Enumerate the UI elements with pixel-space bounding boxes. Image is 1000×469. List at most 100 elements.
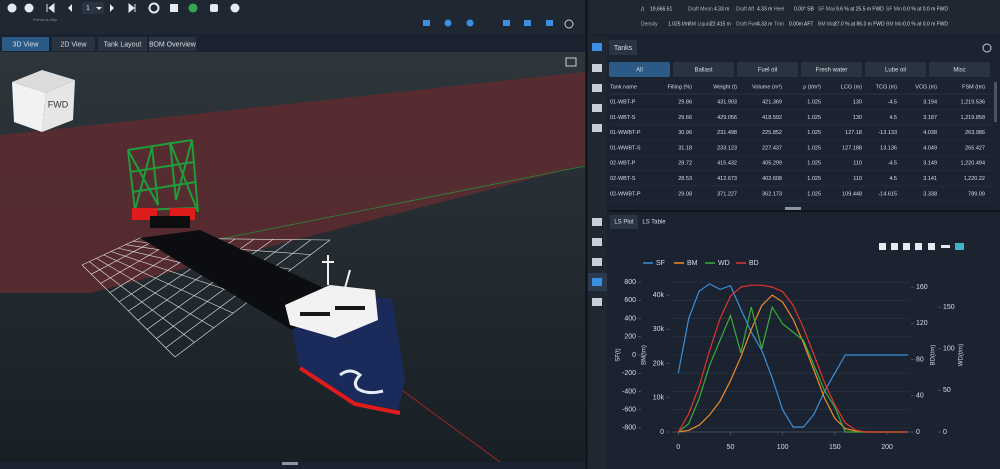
y-tick-label: 50: [943, 387, 951, 394]
first-button[interactable]: [46, 2, 55, 14]
status-button[interactable]: [188, 3, 198, 13]
tool[interactable]: [444, 19, 452, 27]
legend-label: SF: [656, 260, 665, 267]
filter-button[interactable]: [801, 62, 862, 77]
home-button[interactable]: [24, 3, 34, 13]
view-tab[interactable]: [149, 37, 196, 51]
tool[interactable]: [423, 20, 430, 26]
view-tools: [423, 19, 574, 29]
table-cell: 29.08: [678, 191, 692, 197]
y-tick-label: 100: [943, 346, 955, 353]
series-line: [677, 283, 908, 428]
tool[interactable]: [524, 20, 531, 26]
filter-label: All: [636, 68, 643, 74]
table-cell: 29.66: [678, 115, 692, 121]
settings-button[interactable]: [982, 43, 992, 53]
view-tabs: 3D View 2D View Tank Layout BDM Overview: [2, 37, 197, 51]
side-icon[interactable]: [592, 104, 602, 112]
tool[interactable]: [915, 243, 922, 250]
side-icon[interactable]: [592, 64, 602, 72]
table-cell: 227.437: [762, 145, 782, 151]
filter-button[interactable]: [929, 62, 990, 77]
table-cell: 1,220.22: [964, 176, 985, 182]
y-tick-label: -800: [622, 425, 636, 432]
last-button[interactable]: [128, 2, 136, 14]
view-tab-label: 2D View: [61, 41, 88, 48]
tool[interactable]: [564, 19, 574, 29]
user-button[interactable]: [210, 4, 218, 12]
tool[interactable]: [879, 243, 886, 250]
side-icon[interactable]: [592, 84, 602, 92]
table-cell: 1.025: [807, 145, 821, 151]
table-cell: 402.608: [762, 176, 782, 182]
side-icon[interactable]: [592, 124, 602, 132]
view-tab[interactable]: [52, 37, 95, 51]
tool[interactable]: [891, 243, 898, 250]
filter-button[interactable]: [865, 62, 926, 77]
table-cell: -13.133: [878, 130, 897, 136]
hull-logo: [339, 369, 384, 395]
status-value: 22.415 m: [710, 21, 731, 27]
tool[interactable]: [941, 245, 950, 248]
superstructure: [285, 285, 378, 338]
page-select[interactable]: [82, 2, 104, 14]
table-cell: 3.338: [923, 191, 937, 197]
page-number: 1: [86, 5, 90, 12]
resize-handle[interactable]: [785, 207, 801, 210]
column-header: TCG (m): [876, 84, 898, 90]
status-label: BM Max: [818, 21, 837, 27]
view-tab[interactable]: [2, 37, 49, 51]
add-button[interactable]: [230, 3, 240, 13]
table-cell: 3.141: [923, 176, 937, 182]
tool[interactable]: [903, 243, 910, 250]
tool[interactable]: [928, 243, 935, 250]
side-icon[interactable]: [592, 278, 602, 286]
side-icon[interactable]: [592, 258, 602, 266]
side-icon[interactable]: [592, 298, 602, 306]
side-icon[interactable]: [592, 218, 602, 226]
tool[interactable]: [466, 19, 474, 27]
crane-base: [150, 216, 190, 228]
record-button[interactable]: [148, 2, 160, 14]
filter-label: Fuel oil: [758, 68, 777, 74]
next-button[interactable]: [110, 4, 114, 12]
table-cell: 28.72: [678, 161, 692, 167]
filter-button[interactable]: [673, 62, 734, 77]
prev-button[interactable]: [68, 4, 72, 12]
grid-button[interactable]: [170, 4, 178, 12]
view-tab[interactable]: [98, 37, 147, 51]
view-tab-label: Tank Layout: [104, 41, 142, 48]
tanks-title: Tanks: [614, 45, 633, 52]
side-icon[interactable]: [592, 43, 602, 51]
view-cube[interactable]: FWD: [12, 70, 75, 132]
filter-button[interactable]: [609, 62, 670, 77]
x-tick-label: 100: [777, 444, 789, 451]
plot-tab-active[interactable]: [610, 215, 638, 229]
fullscreen-button[interactable]: [565, 57, 577, 67]
table-cell: 110: [853, 176, 862, 182]
filter-button[interactable]: [737, 62, 798, 77]
column-header: LCG (m): [841, 84, 862, 90]
filter-label: Fresh water: [816, 68, 848, 74]
side-icon[interactable]: [592, 238, 602, 246]
tool[interactable]: [955, 243, 964, 250]
tool[interactable]: [503, 20, 510, 26]
axis-title: WD(t/m): [959, 344, 965, 366]
y-tick-label: 10k: [653, 395, 665, 402]
axis-title: SF(t): [616, 348, 622, 361]
tool[interactable]: [546, 20, 553, 26]
y-tick-label: 0: [943, 429, 947, 436]
menu-button[interactable]: [7, 3, 17, 13]
resize-handle[interactable]: [282, 462, 298, 465]
status-value: 9.6 % at 25.5 m FWD: [836, 6, 884, 12]
status-label: GM Liquid: [688, 21, 711, 27]
crane-structure: [127, 139, 199, 213]
table-cell: 233.123: [717, 145, 737, 151]
table-cell: 3.149: [923, 161, 937, 167]
status-label: BM Min: [886, 21, 903, 27]
y-tick-label: 80: [916, 356, 924, 363]
tanks-tab[interactable]: [609, 40, 637, 55]
column-header: FSM (tm): [962, 84, 985, 90]
table-cell: 02-WBT-S: [610, 176, 636, 182]
plot-tab-label: LS Table: [642, 220, 666, 226]
